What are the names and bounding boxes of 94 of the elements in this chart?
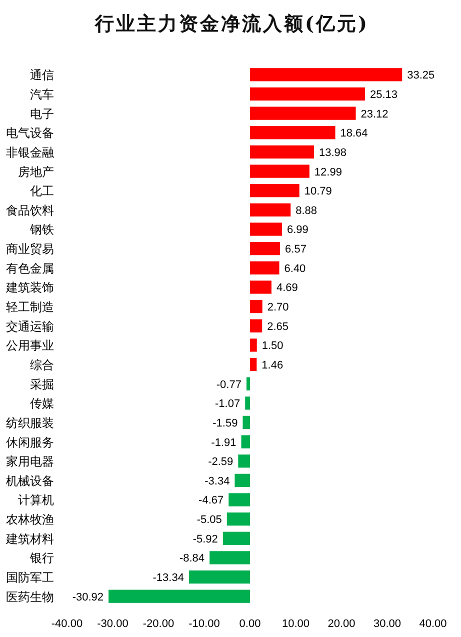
bar bbox=[246, 377, 250, 390]
bar bbox=[250, 280, 272, 294]
x-tick-label: -30.00 bbox=[97, 618, 128, 630]
data-label: -2.59 bbox=[208, 456, 234, 468]
data-label: -8.84 bbox=[179, 552, 205, 565]
data-label: -5.92 bbox=[192, 533, 218, 546]
data-label: 6.57 bbox=[285, 244, 306, 256]
x-tick-label: 40.00 bbox=[419, 618, 447, 630]
bar bbox=[234, 474, 250, 487]
y-tick-label: 纺织服装 bbox=[6, 416, 54, 430]
data-label: 33.25 bbox=[407, 70, 435, 82]
y-tick-label: 家用电器 bbox=[6, 454, 54, 469]
bar bbox=[222, 532, 250, 545]
y-tick-label: 电子 bbox=[30, 106, 54, 121]
data-label: -1.07 bbox=[215, 398, 240, 410]
data-label: -4.67 bbox=[198, 494, 224, 507]
data-label: 2.70 bbox=[267, 302, 289, 314]
bar bbox=[242, 416, 250, 430]
bar bbox=[250, 164, 310, 178]
bar bbox=[108, 590, 250, 603]
data-label: 10.79 bbox=[304, 186, 332, 198]
bar bbox=[245, 396, 250, 410]
data-label: 12.99 bbox=[314, 166, 342, 178]
y-tick-label: 食品饮料 bbox=[6, 203, 54, 218]
y-tick-label: 休闲服务 bbox=[6, 435, 54, 450]
y-tick-label: 银行 bbox=[29, 551, 54, 566]
bar bbox=[250, 145, 314, 159]
bar bbox=[210, 551, 250, 564]
y-tick-label: 房地产 bbox=[18, 164, 54, 179]
y-tick-label: 传媒 bbox=[30, 396, 54, 411]
bar bbox=[188, 570, 250, 584]
x-tick-label: 0.00 bbox=[239, 618, 261, 630]
y-tick-label: 计算机 bbox=[18, 493, 54, 508]
bar bbox=[250, 242, 280, 256]
y-tick-label: 电气设备 bbox=[6, 126, 54, 140]
bar bbox=[250, 319, 262, 332]
y-tick-label: 建筑材料 bbox=[5, 532, 54, 546]
x-tick-label: 20.00 bbox=[328, 618, 356, 630]
bar bbox=[228, 493, 250, 506]
y-tick-label: 公用事业 bbox=[6, 338, 54, 353]
bar bbox=[250, 338, 257, 352]
data-label: 23.12 bbox=[360, 108, 388, 120]
data-label: -3.34 bbox=[204, 475, 230, 488]
data-label: -13.34 bbox=[152, 572, 184, 584]
data-label: 6.40 bbox=[284, 262, 306, 275]
bar bbox=[250, 68, 402, 82]
y-tick-label: 交通运输 bbox=[6, 319, 54, 334]
bar bbox=[226, 512, 250, 526]
y-tick-label: 国防军工 bbox=[6, 570, 54, 585]
data-label: 18.64 bbox=[340, 128, 368, 140]
bar bbox=[250, 300, 262, 314]
x-tick-label: -40.00 bbox=[51, 618, 83, 630]
data-label: -30.92 bbox=[72, 591, 104, 604]
bar bbox=[241, 435, 250, 448]
y-tick-label: 轻工制造 bbox=[6, 300, 54, 314]
data-label: 6.99 bbox=[286, 224, 308, 236]
data-label: -1.91 bbox=[211, 436, 236, 449]
bar bbox=[250, 261, 280, 274]
y-tick-label: 钢铁 bbox=[29, 222, 54, 237]
bar bbox=[238, 454, 250, 468]
y-tick-label: 医药生物 bbox=[6, 590, 54, 604]
data-label: -1.59 bbox=[212, 417, 238, 430]
x-tick-label: -10.00 bbox=[188, 618, 220, 630]
y-tick-label: 汽车 bbox=[30, 87, 54, 102]
bar bbox=[250, 184, 300, 198]
y-tick-label: 采掘 bbox=[30, 377, 54, 392]
y-tick-label: 农林牧渔 bbox=[6, 512, 54, 527]
data-label: 1.46 bbox=[262, 359, 284, 372]
bar bbox=[250, 222, 282, 236]
data-label: 4.69 bbox=[276, 282, 298, 294]
bar bbox=[250, 126, 336, 140]
y-tick-label: 有色金属 bbox=[6, 261, 54, 276]
x-tick-label: -20.00 bbox=[142, 618, 174, 630]
y-tick-label: 商业贸易 bbox=[6, 242, 54, 256]
bar bbox=[250, 106, 356, 120]
y-tick-label: 通信 bbox=[30, 68, 54, 82]
y-tick-label: 化工 bbox=[30, 184, 54, 198]
data-label: 25.13 bbox=[370, 88, 398, 101]
bar bbox=[250, 358, 257, 372]
chart-title: 行业主力资金净流入额(亿元) bbox=[94, 13, 369, 35]
data-label: -0.77 bbox=[216, 378, 242, 391]
x-tick-label: 10.00 bbox=[282, 618, 310, 630]
y-tick-label: 综合 bbox=[30, 358, 54, 372]
data-label: 1.50 bbox=[262, 340, 284, 352]
data-label: 8.88 bbox=[296, 204, 318, 217]
data-label: -5.05 bbox=[196, 514, 222, 526]
y-tick-label: 机械设备 bbox=[6, 474, 54, 488]
data-label: 2.65 bbox=[267, 320, 289, 333]
data-label: 13.98 bbox=[318, 146, 346, 159]
y-tick-label: 非银金融 bbox=[6, 145, 54, 160]
x-tick-label: 30.00 bbox=[373, 618, 402, 630]
y-tick-label: 建筑装饰 bbox=[5, 280, 54, 295]
bar bbox=[250, 203, 291, 216]
bar bbox=[250, 87, 365, 101]
